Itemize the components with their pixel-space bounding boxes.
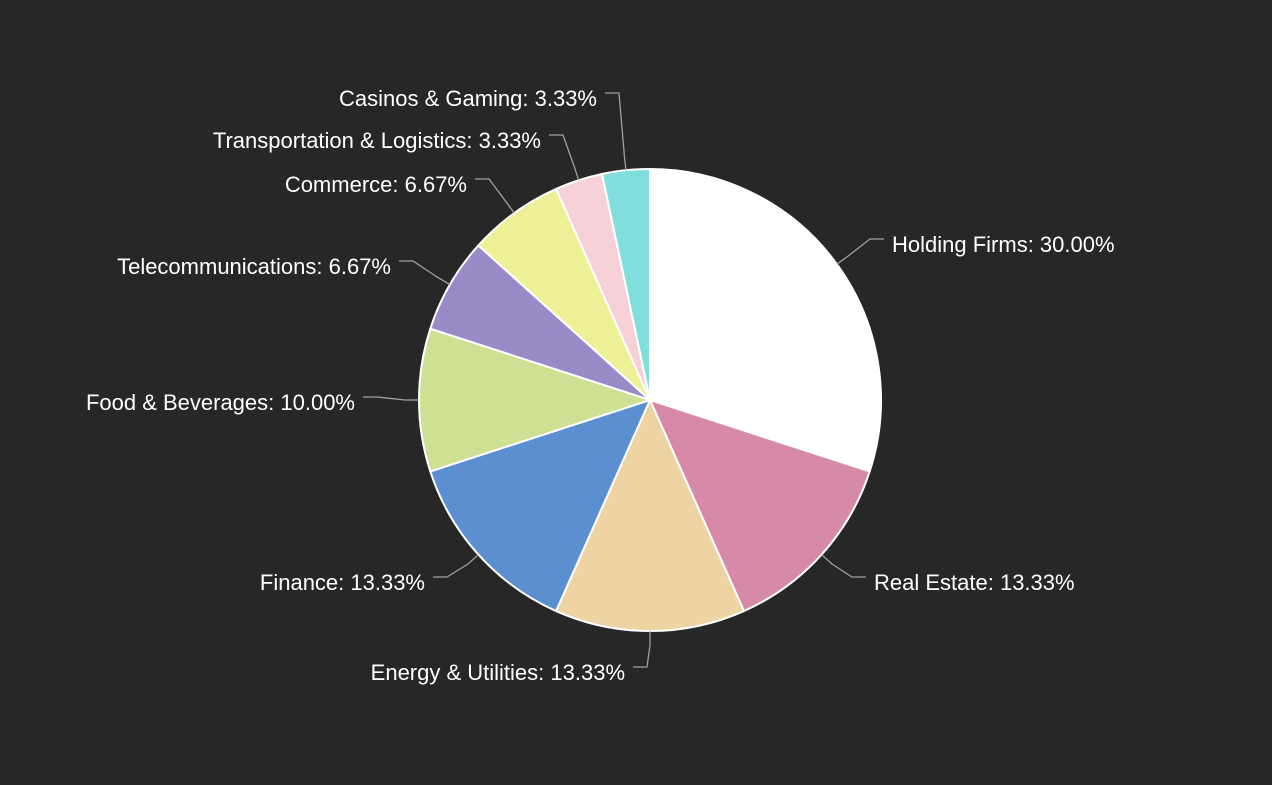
- leader-line: [605, 92, 627, 171]
- pie-slice[interactable]: [418, 327, 651, 473]
- slice-label: Telecommunications: 6.67%: [117, 254, 391, 279]
- slice-label: Commerce: 6.67%: [285, 172, 467, 197]
- labels-layer: Holding Firms: 30.00% Real Estate: 13.33%…: [86, 86, 1115, 685]
- slice-label: Casinos & Gaming: 3.33%: [339, 86, 597, 111]
- pie-slice[interactable]: [555, 399, 745, 632]
- leader-line: [363, 396, 419, 401]
- slice-label: Energy & Utilities: 13.33%: [371, 660, 625, 685]
- slice-label: Real Estate: 13.33%: [874, 570, 1075, 595]
- leaders-layer: [363, 92, 884, 668]
- slice-label: Transportation & Logistics: 3.33%: [213, 128, 541, 153]
- leader-line: [399, 260, 451, 286]
- slices-layer: [418, 168, 882, 632]
- leader-line: [633, 631, 651, 668]
- leader-line: [475, 178, 515, 214]
- leader-line: [433, 554, 479, 578]
- leader-line: [836, 238, 884, 265]
- leader-line: [821, 554, 866, 578]
- leader-line: [549, 134, 580, 181]
- slice-label: Holding Firms: 30.00%: [892, 232, 1115, 257]
- slice-label: Finance: 13.33%: [260, 570, 425, 595]
- pie-slice[interactable]: [649, 168, 882, 473]
- slice-label: Food & Beverages: 10.00%: [86, 390, 355, 415]
